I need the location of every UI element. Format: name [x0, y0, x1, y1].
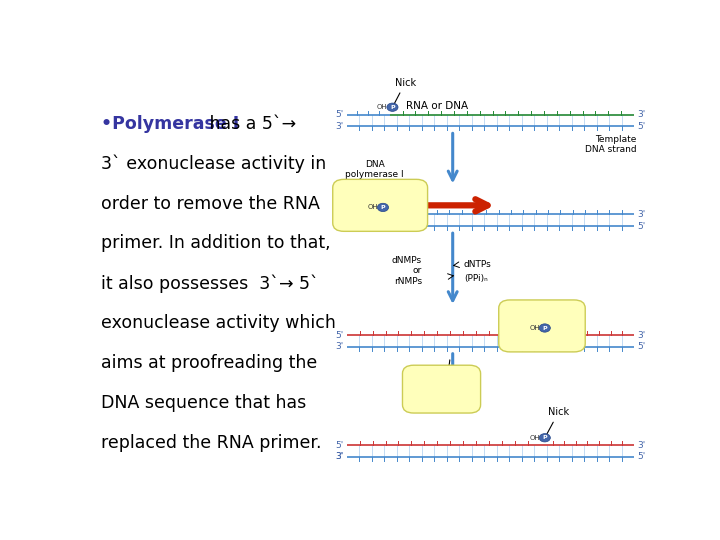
Text: OH: OH: [368, 205, 378, 211]
Text: RNA or DNA: RNA or DNA: [406, 100, 468, 111]
Text: 5': 5': [637, 342, 646, 351]
Text: 3': 3': [335, 342, 343, 351]
Text: it also possesses  3`→ 5`: it also possesses 3`→ 5`: [101, 274, 319, 293]
Text: P: P: [542, 326, 547, 330]
Text: 5': 5': [637, 221, 646, 231]
Text: Nick: Nick: [392, 78, 416, 109]
Circle shape: [539, 324, 550, 332]
Text: replaced the RNA primer.: replaced the RNA primer.: [101, 434, 322, 452]
Text: (PPi)ₙ: (PPi)ₙ: [464, 274, 487, 282]
Text: OH: OH: [377, 104, 387, 110]
Text: Nick: Nick: [544, 407, 570, 440]
Text: dNTPs: dNTPs: [464, 260, 492, 269]
Text: has a 5`→: has a 5`→: [204, 114, 297, 133]
Text: Template
DNA strand: Template DNA strand: [585, 134, 637, 154]
Text: order to remove the RNA: order to remove the RNA: [101, 194, 320, 213]
Text: DNA sequence that has: DNA sequence that has: [101, 394, 307, 412]
Circle shape: [539, 434, 550, 442]
Text: exonuclease activity which: exonuclease activity which: [101, 314, 336, 332]
Text: OH: OH: [529, 325, 540, 331]
FancyBboxPatch shape: [499, 300, 585, 352]
FancyBboxPatch shape: [402, 365, 481, 413]
FancyBboxPatch shape: [333, 179, 428, 231]
Text: 3': 3': [335, 453, 343, 461]
Circle shape: [387, 103, 398, 111]
Text: aims at proofreading the: aims at proofreading the: [101, 354, 318, 372]
Text: 3': 3': [637, 441, 646, 450]
Text: 5': 5': [335, 441, 343, 450]
Text: 5': 5': [637, 122, 646, 131]
Text: 5': 5': [335, 330, 343, 340]
Text: 3` exonuclease activity in: 3` exonuclease activity in: [101, 154, 326, 173]
Circle shape: [377, 203, 389, 212]
Text: 3': 3': [335, 221, 343, 231]
Text: dNMPs
or
rNMPs: dNMPs or rNMPs: [392, 256, 422, 286]
Text: 5': 5': [637, 453, 646, 461]
Text: 5': 5': [335, 110, 343, 119]
Text: P: P: [542, 435, 547, 440]
Text: P: P: [390, 105, 395, 110]
Text: OH: OH: [529, 435, 540, 441]
Text: P: P: [381, 205, 385, 210]
Text: 3': 3': [335, 453, 343, 461]
Text: 3': 3': [637, 110, 646, 119]
Text: 3': 3': [335, 122, 343, 131]
Text: 3': 3': [637, 210, 646, 219]
Text: 3': 3': [637, 330, 646, 340]
Text: primer. In addition to that,: primer. In addition to that,: [101, 234, 330, 252]
Text: DNA
polymerase I: DNA polymerase I: [346, 160, 404, 179]
Text: 5': 5': [335, 210, 343, 219]
Text: •Polymerase I: •Polymerase I: [101, 114, 240, 133]
